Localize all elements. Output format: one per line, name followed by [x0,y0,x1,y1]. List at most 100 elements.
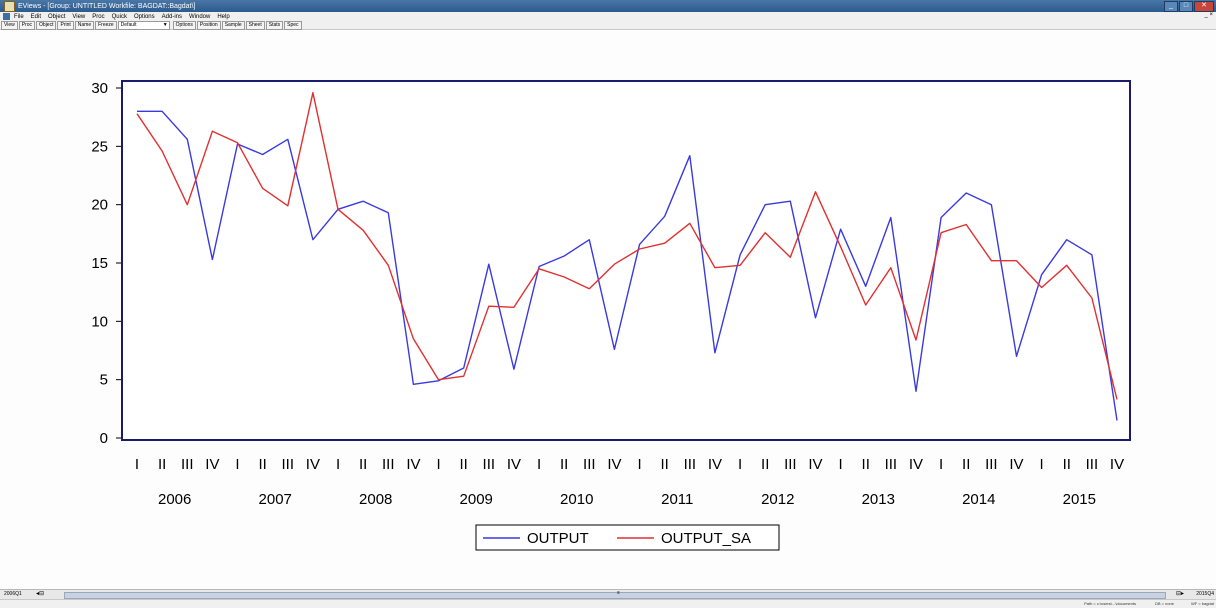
x-tick-label: IV [909,456,923,473]
x-tick-label: I [537,456,541,473]
x-tick-label: IV [808,456,822,473]
x-tick-label: III [684,456,697,473]
scroll-right-icon[interactable]: ⊟▸ [1175,591,1184,597]
eviews-app-icon [4,0,15,12]
menu-file[interactable]: File [14,13,24,20]
x-tick-label: III [885,456,898,473]
toolbar-name-button[interactable]: Name [74,20,95,30]
menu-window[interactable]: Window [188,13,211,20]
toolbar-view-button[interactable]: View [1,20,18,30]
x-tick-label: I [235,456,239,473]
x-tick-label: I [839,456,843,473]
x-tick-label: I [336,456,340,473]
x-tick-label: III [985,456,998,473]
x-year-label: 2015 [1063,491,1096,508]
menu-view[interactable]: View [72,13,86,20]
sample-scrollbar[interactable]: 2006Q1 ◂⊟ ≡ ⊟▸ 2015Q4 [0,589,1216,600]
x-tick-label: III [483,456,496,473]
x-tick-label: III [382,456,395,473]
y-tick-label: 0 [100,430,108,447]
chevron-down-icon: ▼ [162,21,168,28]
x-year-label: 2009 [460,491,493,508]
x-tick-label: III [1086,456,1099,473]
graph-view[interactable]: 0 5 10 15 20 25 30 I II III IV I II III IV I II III IV I II… [0,31,1216,589]
x-tick-label: III [181,456,194,473]
x-tick-label: II [359,456,367,473]
toolbar-sheet-button[interactable]: Sheet [245,20,265,30]
plot-frame [121,80,1131,441]
group-window-icon[interactable] [3,13,10,20]
status-db: DB = none [1154,601,1174,606]
menu-options[interactable]: Options [133,13,155,20]
menu-add-ins[interactable]: Add-ins [161,13,182,20]
y-tick-label: 20 [91,197,108,214]
x-year-label: 2011 [661,491,693,508]
scroll-grip-icon[interactable]: ≡ [617,590,620,596]
title-bar: EViews - [Group: UNTITLED Workfile: BAGD… [0,0,1216,12]
x-tick-label: I [738,456,742,473]
y-axis: 0 5 10 15 20 25 30 [91,80,122,447]
toolbar-position-button[interactable]: Position [196,20,221,30]
x-year-label: 2008 [359,491,392,508]
x-tick-label: I [436,456,440,473]
x-tick-label: IV [306,456,320,473]
menu-edit[interactable]: Edit [30,13,42,20]
x-tick-label: II [862,456,870,473]
toolbar-options-button[interactable]: Options [172,20,196,30]
x-tick-label: I [637,456,641,473]
x-tick-label: I [939,456,943,473]
x-tick-label: II [560,456,568,473]
restore-child-button[interactable]: _ × [1204,12,1213,18]
close-button[interactable]: ✕ [1194,1,1214,12]
plot-area [122,81,1130,440]
x-tick-label: II [761,456,769,473]
menu-bar: File Edit Object View Proc Quick Options… [0,12,1216,21]
scroll-track[interactable] [64,592,1166,599]
x-year-label: 2013 [862,491,895,508]
toolbar-object-button[interactable]: Object [36,20,57,30]
y-tick-label: 25 [91,138,108,155]
toolbar-stats-button[interactable]: Stats [265,20,284,30]
x-tick-label: IV [1110,456,1124,473]
x-year-label: 2007 [259,491,292,508]
legend-label-output-sa: OUTPUT_SA [661,530,751,547]
sample-end-label: 2015Q4 [1196,591,1214,597]
y-tick-label: 15 [91,255,108,272]
series-line-output-sa [136,91,1118,400]
menu-proc[interactable]: Proc [92,13,105,20]
toolbar-freeze-button[interactable]: Freeze [95,20,117,30]
object-toolbar: View Proc Object Print Name Freeze Defau… [0,20,1216,30]
series-line-output [137,110,1118,421]
x-tick-label: II [661,456,669,473]
status-bar: Path = c:\users\...\documents DB = none … [0,599,1216,608]
toolbar-proc-button[interactable]: Proc [18,20,36,30]
toolbar-spec-button[interactable]: Spec [284,20,302,30]
x-tick-label: I [1040,456,1044,473]
maximize-button[interactable]: □ [1179,1,1193,12]
x-tick-label: III [282,456,295,473]
x-tick-label: II [258,456,266,473]
menu-object[interactable]: Object [48,13,66,20]
toolbar-sample-button[interactable]: Sample [221,20,245,30]
menu-quick[interactable]: Quick [111,13,127,20]
scroll-left-icon[interactable]: ◂⊟ [36,591,45,597]
toolbar-print-button[interactable]: Print [57,20,74,30]
x-year-label: 2012 [761,491,794,508]
status-wf: WF = bagdat [1190,601,1214,606]
menu-help[interactable]: Help [217,13,230,20]
y-tick-label: 5 [100,372,108,389]
legend-label-output: OUTPUT [527,530,589,547]
status-path: Path = c:\users\...\documents [1084,601,1136,606]
x-tick-label: IV [205,456,219,473]
graph-template-value: Default [120,21,137,28]
x-year-label: 2014 [962,491,995,508]
window-title: EViews - [Group: UNTITLED Workfile: BAGD… [18,2,196,10]
y-tick-label: 10 [91,313,108,330]
x-tick-label: II [459,456,467,473]
x-tick-label: IV [708,456,722,473]
x-axis: I II III IV I II III IV I II III IV I II III IV I II III IV… [135,456,1124,508]
graph-template-select[interactable]: Default ▼ [117,20,170,30]
x-tick-label: IV [406,456,420,473]
minimize-button[interactable]: _ [1164,1,1178,12]
